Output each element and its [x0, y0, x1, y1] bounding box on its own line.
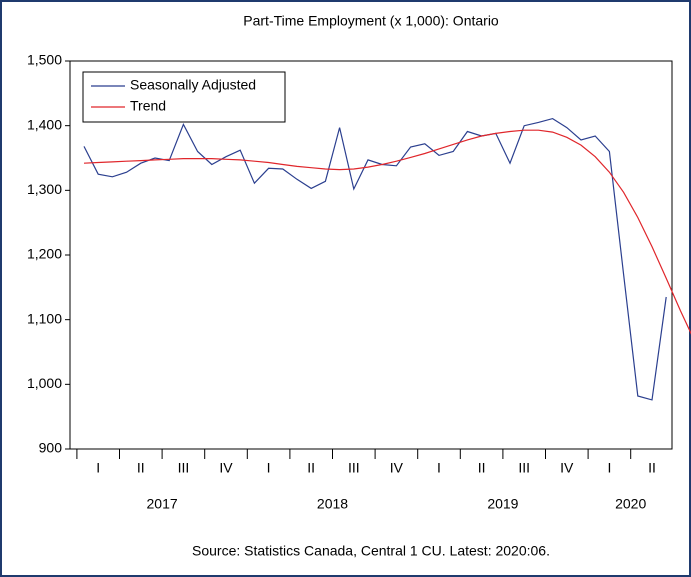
x-tick-label: III: [178, 460, 190, 476]
chart-title: Part-Time Employment (x 1,000): Ontario: [243, 13, 499, 29]
x-year-label: 2018: [317, 496, 348, 512]
y-tick-label: 900: [39, 440, 63, 456]
x-year-label: 2017: [147, 496, 178, 512]
x-tick-label: IV: [219, 460, 233, 476]
y-tick-label: 1,200: [27, 246, 62, 262]
source-note: Source: Statistics Canada, Central 1 CU.…: [192, 543, 550, 559]
y-tick-label: 1,300: [27, 181, 62, 197]
x-tick-label: II: [478, 460, 486, 476]
x-tick-label: III: [518, 460, 530, 476]
x-tick-label: IV: [390, 460, 404, 476]
y-tick-label: 1,100: [27, 310, 62, 326]
x-tick-label: I: [607, 460, 611, 476]
x-tick-label: II: [307, 460, 315, 476]
x-tick-label: III: [348, 460, 360, 476]
x-tick-label: II: [648, 460, 656, 476]
series-line: [83, 129, 691, 335]
y-tick-label: 1,400: [27, 116, 62, 132]
x-year-label: 2020: [615, 496, 646, 512]
legend-label: Seasonally Adjusted: [130, 77, 256, 93]
x-tick-label: I: [96, 460, 100, 476]
y-tick-label: 1,000: [27, 375, 62, 391]
x-year-label: 2019: [487, 496, 518, 512]
series-line: [83, 117, 667, 401]
x-tick-label: IV: [560, 460, 574, 476]
legend-label: Trend: [130, 98, 166, 114]
x-tick-label: I: [267, 460, 271, 476]
x-tick-label: II: [137, 460, 145, 476]
x-tick-label: I: [437, 460, 441, 476]
y-tick-label: 1,500: [27, 52, 62, 68]
legend-box: [82, 71, 286, 123]
